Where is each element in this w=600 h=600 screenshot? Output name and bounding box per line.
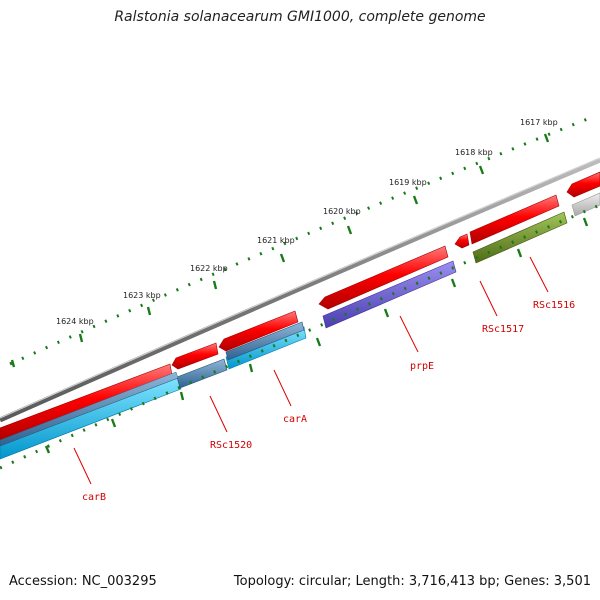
- inner-major-tick: [44, 445, 51, 454]
- scale-major-tick: [412, 195, 419, 205]
- cds-arrow: [566, 171, 600, 198]
- inner-major-tick: [248, 363, 254, 373]
- gene-bar-prpE: [322, 260, 457, 329]
- gene-label-prpE: prpE: [410, 361, 434, 372]
- forward-strand-cds: [0, 171, 600, 442]
- scale-label-1618: 1618 kbp: [455, 148, 493, 157]
- scale-major-tick: [78, 333, 84, 343]
- gene-label-RSc1520: RSc1520: [210, 440, 252, 451]
- inner-major-tick: [582, 217, 589, 227]
- inner-major-tick: [110, 418, 117, 428]
- cds-arrow: [218, 310, 299, 352]
- callout-RSc1520: [209, 395, 228, 433]
- cds-arrow: [171, 342, 219, 370]
- scale-major-tick: [543, 133, 550, 143]
- genome-summary-text: Topology: circular; Length: 3,716,413 bp…: [233, 574, 591, 589]
- inner-major-tick: [516, 248, 523, 258]
- scale-label-1622: 1622 kbp: [190, 264, 228, 273]
- reverse-strand-genes: [0, 192, 600, 460]
- inner-major-tick: [450, 278, 457, 288]
- callout-carB: [73, 447, 92, 485]
- genome-backbone: [0, 157, 600, 423]
- gene-label-RSc1516: RSc1516: [533, 300, 575, 311]
- gene-bar-RSc1520: [176, 358, 228, 389]
- cds-arrow: [469, 194, 560, 245]
- map-title: Ralstonia solanacearum GMI1000, complete…: [114, 9, 486, 25]
- scale-label-1623: 1623 kbp: [123, 291, 161, 300]
- scale-major-tick: [212, 280, 218, 290]
- accession-text: Accession: NC_003295: [9, 574, 157, 589]
- callout-carA: [273, 369, 292, 407]
- scale-label-1619: 1619 kbp: [389, 178, 427, 187]
- gene-label-carA: carA: [283, 414, 307, 425]
- scale-label-1621: 1621 kbp: [257, 236, 295, 245]
- inner-major-tick: [383, 308, 390, 318]
- scale-major-ticks: [10, 133, 550, 368]
- cds-arrow: [454, 233, 470, 249]
- callout-RSc1517: [479, 280, 498, 317]
- gene-bar-carB-stripe: [0, 371, 179, 447]
- gene-label-carB: carB: [82, 492, 106, 503]
- scale-label-1617: 1617 kbp: [520, 118, 558, 127]
- inner-major-ticks: [44, 217, 589, 454]
- scale-major-tick: [279, 253, 286, 263]
- gene-bar-carA-top: [225, 321, 305, 361]
- cds-arrow: [318, 245, 449, 310]
- scale-label-1624: 1624 kbp: [56, 317, 94, 326]
- gene-bar-grey: [571, 192, 600, 217]
- genome-backbone-highlight: [0, 157, 600, 419]
- gene-callouts: [73, 256, 549, 485]
- inner-major-tick: [179, 391, 185, 401]
- gene-bar-RSc1516: [472, 211, 568, 264]
- inner-major-tick: [315, 337, 322, 347]
- scale-major-tick: [346, 225, 353, 235]
- scale-labels: 1617 kbp 1618 kbp 1619 kbp 1620 kbp 1621…: [56, 118, 558, 326]
- scale-major-tick: [478, 165, 485, 175]
- scale-major-tick: [146, 306, 152, 316]
- gene-label-RSc1517: RSc1517: [482, 324, 524, 335]
- scale-major-tick: [10, 359, 16, 368]
- scale-label-1620: 1620 kbp: [323, 207, 361, 216]
- callout-RSc1516: [529, 256, 549, 293]
- gene-labels: RSc1516 RSc1517 prpE carA RSc1520 carB: [82, 300, 575, 503]
- callout-prpE: [399, 315, 419, 353]
